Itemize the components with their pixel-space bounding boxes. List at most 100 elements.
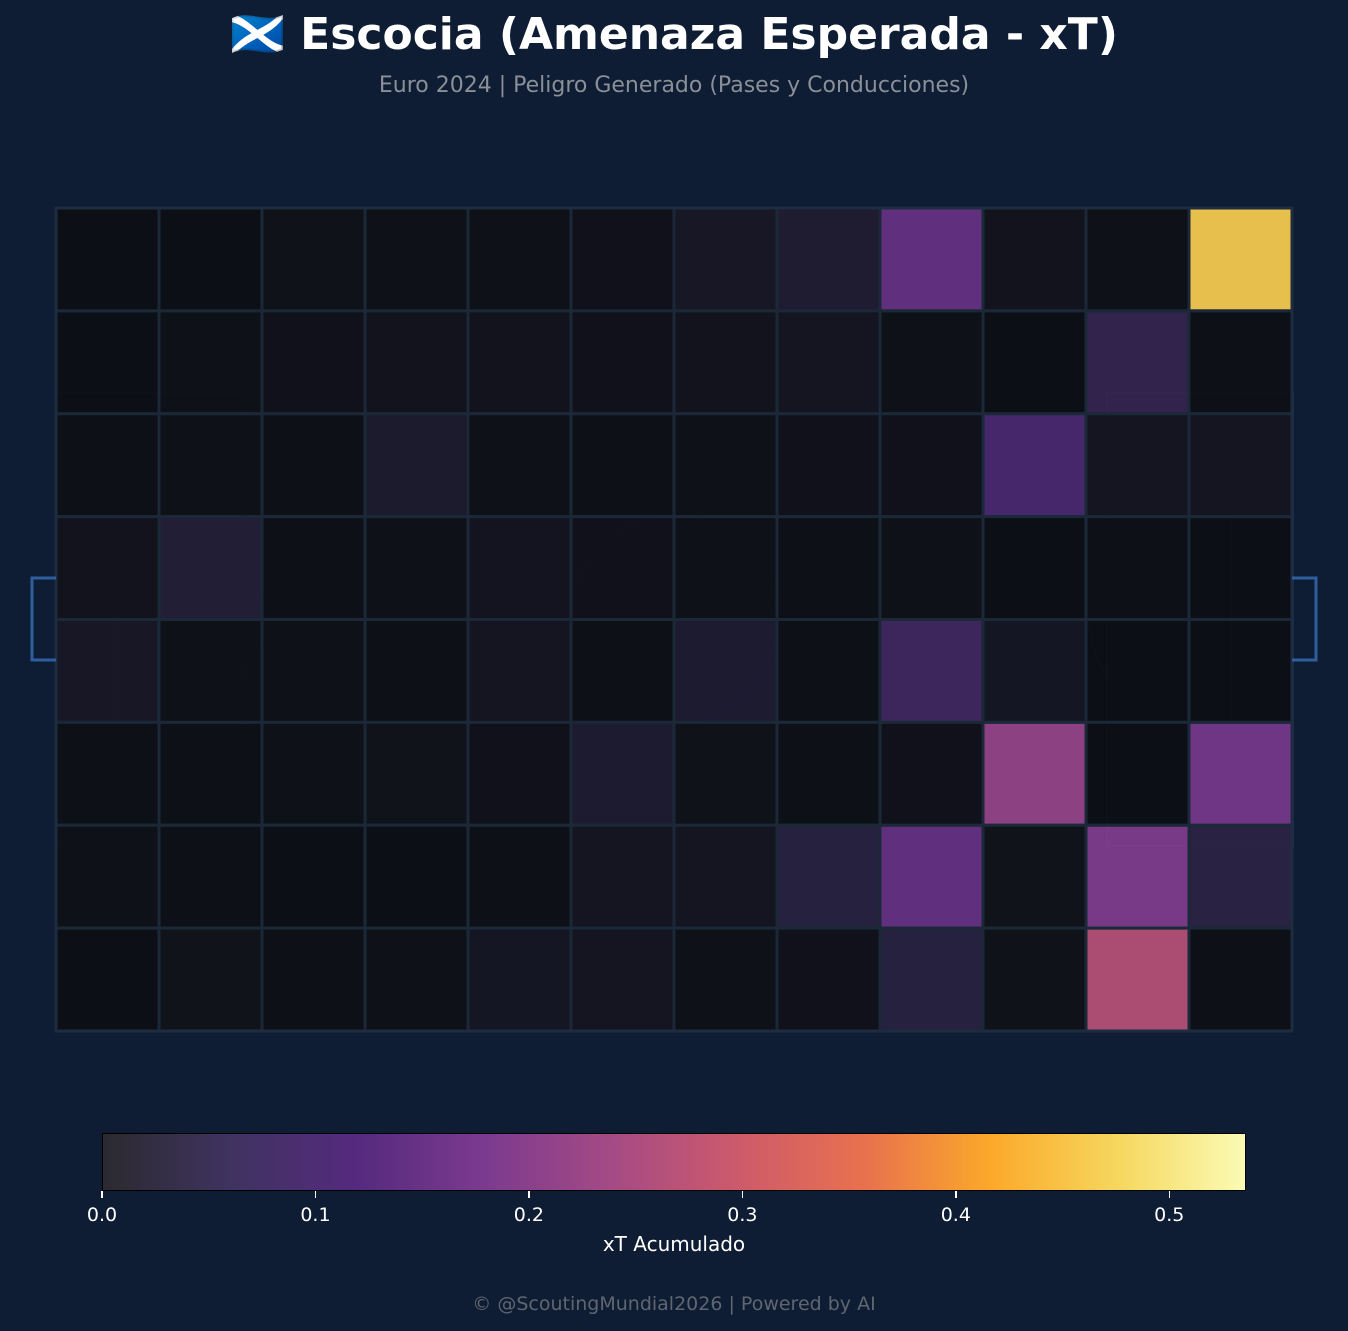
heatmap-cell-r1-c5 [569,309,676,416]
heatmap-cell-r7-c5 [569,926,676,1033]
heatmap-cell-r3-c10 [1084,515,1191,621]
heatmap-cell-r2-c2 [260,412,367,519]
heatmap-cell-r1-c2 [260,309,367,416]
heatmap-cell-r7-c11 [1187,926,1294,1033]
heatmap-cell-r0-c7 [775,206,882,313]
chart-title: 🏴󠁧󠁢󠁳󠁣󠁴󠁿 Escocia (Amenaza Esperada - xT) [230,9,1118,60]
colorbar-tick-label: 0.3 [727,1204,758,1226]
heatmap-cell-r3-c0 [54,515,161,621]
chart-subtitle: Euro 2024 | Peligro Generado (Pases y Co… [378,73,970,98]
heatmap-cell-r7-c8 [878,926,985,1033]
colorbar-tick-mark [101,1191,103,1198]
heatmap-cell-r5-c5 [569,720,676,827]
colorbar-tick-mark [314,1191,317,1198]
colorbar-tick-label: 0.4 [940,1204,971,1226]
heatmap-cell-r5-c9 [981,720,1088,827]
heatmap-cell-r1-c11 [1187,309,1294,416]
heatmap-cell-r1-c1 [157,309,264,416]
right-goal [1292,576,1318,662]
heatmap-cell-r7-c4 [466,926,573,1033]
heatmap-cell-r5-c3 [363,720,470,827]
heatmap-cell-r6-c10 [1084,823,1191,930]
heatmap-cell-r2-c7 [775,412,882,519]
heatmap-cell-r0-c1 [157,206,264,313]
heatmap-cell-r4-c5 [569,618,676,724]
heatmap-cell-r1-c9 [981,309,1088,416]
colorbar-label: xT Acumulado [602,1232,746,1256]
heatmap-cell-r5-c2 [260,720,367,827]
heatmap-cell-r7-c3 [363,926,470,1033]
heatmap-cell-r1-c0 [54,309,161,416]
footer-credit: © @ScoutingMundial2026 | Powered by AI [472,1293,876,1315]
heatmap-cell-r0-c3 [363,206,470,313]
heatmap-cell-r5-c11 [1187,720,1294,827]
heatmap-cell-r4-c11 [1187,618,1294,724]
heatmap-cell-r0-c9 [981,206,1088,313]
heatmap-cell-r6-c5 [569,823,676,930]
heatmap-cell-r4-c8 [878,618,985,724]
heatmap-cell-r2-c10 [1084,412,1191,519]
heatmap-cell-r2-c9 [981,412,1088,519]
heatmap-cell-r5-c6 [672,720,779,827]
heatmap-cell-r3-c8 [878,515,985,621]
heatmap-cell-r0-c10 [1084,206,1191,313]
heatmap-cell-r5-c7 [775,720,882,827]
heatmap-cell-r3-c11 [1187,515,1294,621]
heatmap-cell-r4-c9 [981,618,1088,724]
heatmap-cell-r7-c7 [775,926,882,1033]
heatmap-cell-r6-c6 [672,823,779,930]
heatmap-cell-r7-c10 [1084,926,1191,1033]
heatmap-cell-r6-c11 [1187,823,1294,930]
heatmap-cell-r0-c5 [569,206,676,313]
heatmap-cell-r1-c3 [363,309,470,416]
heatmap-cell-r6-c7 [775,823,882,930]
colorbar-tick-mark [1168,1191,1171,1198]
pitch-heatmap [30,206,1318,1033]
heatmap-cell-r1-c4 [466,309,573,416]
heatmap-cell-r3-c5 [569,515,676,621]
heatmap-cell-r4-c2 [260,618,367,724]
heatmap-cell-r7-c6 [672,926,779,1033]
heatmap-cell-r6-c1 [157,823,264,930]
heatmap-cell-r1-c8 [878,309,985,416]
heatmap-cell-r1-c6 [672,309,779,416]
heatmap-cell-r4-c1 [157,618,264,724]
heatmap-cell-r5-c10 [1084,720,1191,827]
heatmap-cell-r2-c1 [157,412,264,519]
heatmap-cell-r2-c6 [672,412,779,519]
heatmap-cell-r4-c7 [775,618,882,724]
heatmap-cell-r7-c2 [260,926,367,1033]
heatmap-cell-r2-c3 [363,412,470,519]
heatmap-cell-r4-c3 [363,618,470,724]
heatmap-cell-r4-c10 [1084,618,1191,724]
heatmap-cell-r0-c0 [54,206,161,313]
heatmap-cell-r3-c4 [466,515,573,621]
heatmap-cell-r5-c8 [878,720,985,827]
heatmap-cell-r3-c1 [157,515,264,621]
heatmap-cell-r6-c9 [981,823,1088,930]
heatmap-cell-r5-c0 [54,720,161,827]
pitch-outline [54,206,1294,1033]
heatmap-cell-r0-c2 [260,206,367,313]
heatmap-cell-r2-c5 [569,412,676,519]
heatmap-cell-r3-c2 [260,515,367,621]
colorbar-tick-label: 0.2 [513,1204,545,1226]
colorbar [102,1133,1246,1191]
heatmap-cell-r7-c9 [981,926,1088,1033]
colorbar-tick-mark [528,1191,530,1198]
heatmap-cell-r3-c7 [775,515,882,621]
heatmap-cell-r6-c4 [466,823,573,930]
heatmap-cells [54,206,1294,1033]
heatmap-cell-r4-c4 [466,618,573,724]
heatmap-cell-r2-c0 [54,412,161,519]
heatmap-cell-r4-c6 [672,618,779,724]
colorbar-tick-label: 0.1 [300,1204,331,1226]
heatmap-cell-r7-c1 [157,926,264,1033]
heatmap-cell-r2-c4 [466,412,573,519]
heatmap-cell-r6-c0 [54,823,161,930]
heatmap-cell-r0-c8 [878,206,985,313]
heatmap-cell-r5-c4 [466,720,573,827]
heatmap-cell-r6-c3 [363,823,470,930]
heatmap-cell-r3-c6 [672,515,779,621]
left-goal [30,576,56,662]
